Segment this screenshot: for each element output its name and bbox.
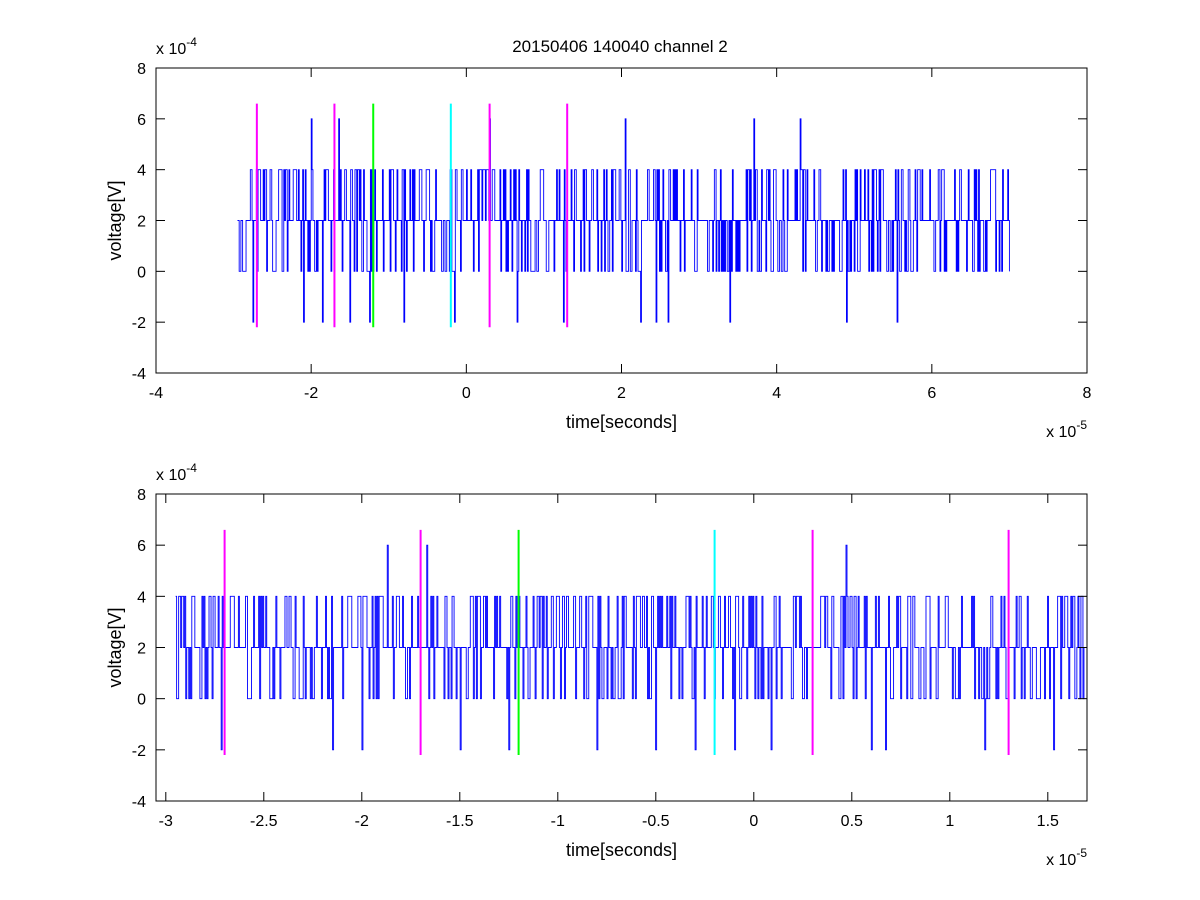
x-tick-label: 6 — [927, 385, 936, 402]
x-tick-label: 8 — [1083, 385, 1092, 402]
y-tick-label: 2 — [137, 641, 146, 658]
x-axis-exponent: x 10-5 — [1046, 418, 1087, 441]
x-tick-label: -3 — [159, 813, 173, 830]
y-tick-label: -2 — [132, 315, 146, 332]
x-tick-label: -2 — [355, 813, 369, 830]
y-tick-label: 4 — [137, 163, 146, 180]
voltage-trace — [175, 544, 1087, 751]
x-tick-label: 4 — [772, 385, 781, 402]
y-tick-label: 6 — [137, 538, 146, 555]
y-axis-exponent: x 10-4 — [156, 35, 197, 58]
x-tick-label: -4 — [149, 385, 163, 402]
x-tick-label: -2 — [304, 385, 318, 402]
y-axis-label: voltage[V] — [105, 180, 125, 260]
y-axis-label: voltage[V] — [105, 607, 125, 687]
voltage-trace — [237, 118, 1010, 323]
y-axis-exponent: x 10-4 — [156, 461, 197, 484]
x-tick-label: 0 — [749, 813, 758, 830]
top-plot-panel: -4 -2 0 2 4 6 8 -4 -2 0 2 4 6 8 time[seconds] voltage[V… — [105, 35, 1092, 441]
x-axis-exponent: x 10-5 — [1046, 846, 1087, 869]
x-tick-label: 1.5 — [1037, 813, 1059, 830]
x-tick-label: -0.5 — [642, 813, 670, 830]
y-tick-label: -4 — [132, 794, 146, 811]
y-tick-label: 2 — [137, 214, 146, 231]
y-tick-label: -4 — [132, 366, 146, 383]
y-tick-label: 0 — [137, 692, 146, 709]
x-axis-label: time[seconds] — [566, 412, 677, 432]
x-tick-label: -1 — [551, 813, 565, 830]
y-tick-label: 0 — [137, 264, 146, 281]
x-axis-label: time[seconds] — [566, 840, 677, 860]
x-tick-label: 0 — [462, 385, 471, 402]
y-tick-label: 4 — [137, 589, 146, 606]
y-tick-label: -2 — [132, 743, 146, 760]
x-tick-label: -1.5 — [446, 813, 474, 830]
x-tick-label: -2.5 — [250, 813, 278, 830]
x-tick-label: 1 — [945, 813, 954, 830]
bottom-plot-panel: -3 -2.5 -2 -1.5 -1 -0.5 0 0.5 1 1.5 -4 -2 0 2 4 6 8 time[… — [105, 461, 1088, 869]
x-tick-label: 2 — [617, 385, 626, 402]
y-tick-label: 8 — [137, 487, 146, 504]
y-tick-label: 6 — [137, 112, 146, 129]
y-tick-label: 8 — [137, 61, 146, 78]
figure-title: 20150406 140040 channel 2 — [512, 37, 728, 56]
x-tick-label: 0.5 — [841, 813, 863, 830]
